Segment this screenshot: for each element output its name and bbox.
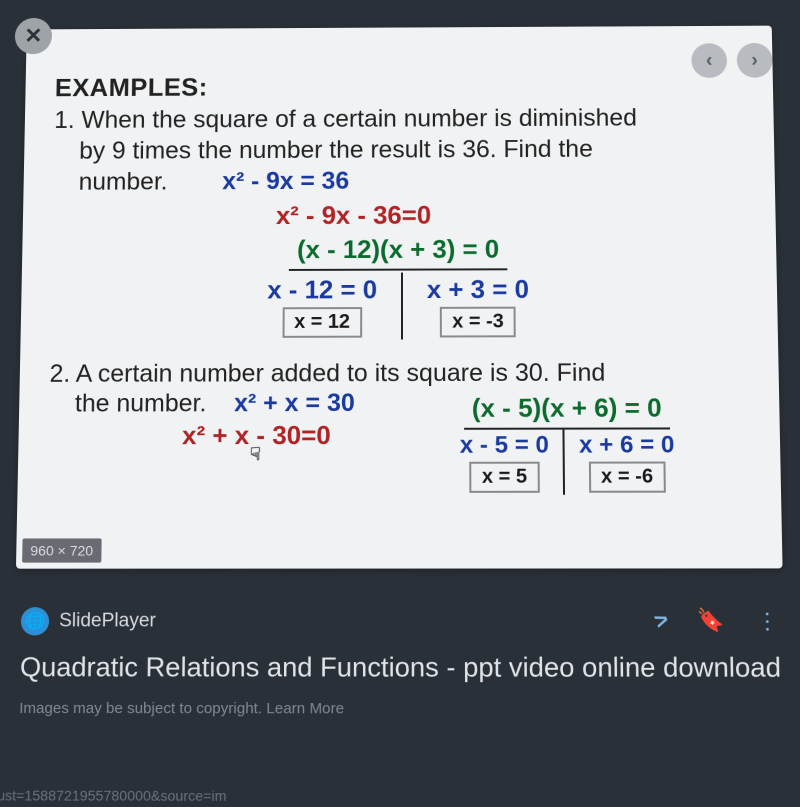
problem-2-line1: 2. A certain number added to its square … xyxy=(49,359,605,388)
nav-buttons: ‹ › xyxy=(691,43,773,78)
slide-title: EXAMPLES: xyxy=(55,70,744,103)
bookmark-icon[interactable]: 🔖 xyxy=(696,607,724,636)
cursor-icon: ☟ xyxy=(250,444,261,465)
p1-left-equation: x - 12 = 0 xyxy=(267,275,377,306)
globe-icon: 🌐 xyxy=(21,607,50,635)
p1-right-equation: x + 3 = 0 xyxy=(427,274,529,305)
problem-1-line1: 1. When the square of a certain number i… xyxy=(54,104,637,134)
p2-left-solution: x = 5 xyxy=(470,462,540,493)
result-title[interactable]: Quadratic Relations and Functions - ppt … xyxy=(20,650,783,686)
chevron-right-icon: › xyxy=(751,49,758,71)
next-button[interactable]: › xyxy=(737,43,773,78)
close-icon: ✕ xyxy=(24,24,42,49)
source-link[interactable]: 🌐 SlidePlayer xyxy=(21,607,156,635)
result-footer: 🌐 SlidePlayer < 🔖 ⋮ Quadratic Relations … xyxy=(0,589,800,718)
problem-1-line2: by 9 times the number the result is 36. … xyxy=(53,133,744,167)
p2-left-equation: x - 5 = 0 xyxy=(460,432,549,460)
p1-solutions: x - 12 = 0 x = 12 x + 3 = 0 x = -3 xyxy=(50,272,748,341)
url-fragment: ust=1588721955780000&source=im xyxy=(0,787,227,804)
problem-2-row: the number. x² + x = 30 x² + x - 30=0 ☟ … xyxy=(47,388,750,495)
p2-equation-red: x² + x - 30=0 ☟ xyxy=(74,420,355,451)
p2-right-solution: x = -6 xyxy=(589,462,666,493)
problem-1-line3: number. x² - 9x = 36 xyxy=(53,164,745,198)
p1-equation-blue: x² - 9x = 36 xyxy=(222,167,349,195)
slide-preview[interactable]: EXAMPLES: 1. When the square of a certai… xyxy=(16,26,783,569)
problem-1-line3-prefix: number. xyxy=(78,168,167,195)
source-row: 🌐 SlidePlayer < 🔖 ⋮ xyxy=(21,607,782,636)
prev-button[interactable]: ‹ xyxy=(691,43,727,78)
p1-factored: (x - 12)(x + 3) = 0 xyxy=(289,234,507,271)
problem-2-line2-prefix: the number. xyxy=(75,389,207,417)
p2-factored: (x - 5)(x + 6) = 0 xyxy=(464,393,670,430)
action-icons: < 🔖 ⋮ xyxy=(655,607,782,636)
share-icon[interactable]: < xyxy=(651,606,673,637)
dimensions-badge: 960 × 720 xyxy=(22,538,101,562)
problem-1: 1. When the square of a certain number i… xyxy=(53,102,745,198)
globe-glyph: 🌐 xyxy=(25,611,45,631)
p1-equation-red: x² - 9x - 36=0 xyxy=(276,200,431,231)
p2-right-equation: x + 6 = 0 xyxy=(579,431,675,459)
copyright-line: Images may be subject to copyright. Lear… xyxy=(19,700,783,718)
p1-left-solution: x = 12 xyxy=(282,307,362,338)
source-name: SlidePlayer xyxy=(59,610,156,632)
problem-2: 2. A certain number added to its square … xyxy=(49,357,748,390)
more-icon[interactable]: ⋮ xyxy=(753,607,782,636)
p1-right-solution: x = -3 xyxy=(440,307,516,338)
p2-equation-blue: x² + x = 30 xyxy=(234,389,355,417)
chevron-left-icon: ‹ xyxy=(706,49,713,71)
